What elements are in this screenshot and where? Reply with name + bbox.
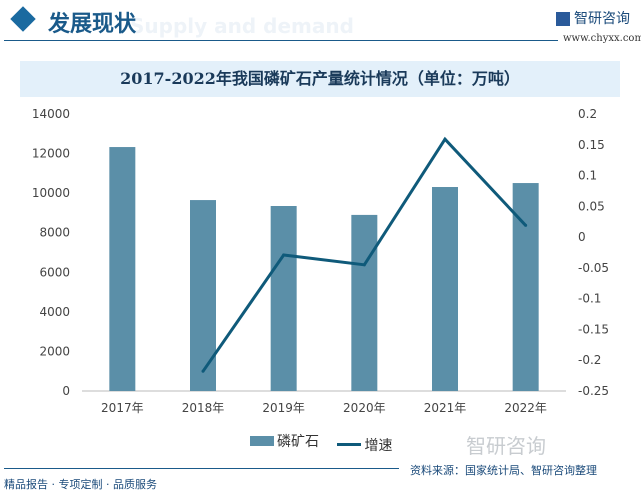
header-bg-text: Supply and demand (130, 14, 354, 38)
line-swatch (337, 443, 362, 446)
x-tick-label: 2019年 (262, 401, 305, 415)
legend-label: 增速 (364, 437, 393, 454)
logo-text: 智研咨询 (574, 11, 630, 27)
bar (190, 200, 216, 391)
y-right-tick-label: -0.25 (578, 384, 609, 398)
bar (432, 187, 458, 391)
section-title: 发展现状 (48, 12, 137, 37)
watermark-logo: 智研咨询 (466, 434, 546, 458)
bar (270, 206, 297, 391)
footer-divider (4, 468, 399, 469)
brand-logo: 智研咨询 (556, 8, 630, 28)
x-tick-label: 2018年 (182, 401, 225, 415)
legend: 磷矿石 增速 (250, 431, 406, 455)
x-tick-label: 2022年 (504, 401, 547, 415)
source-note: 资料来源：国家统计局、智研咨询整理 (410, 464, 597, 477)
chart-title: 2017-2022年我国磷矿石产量统计情况（单位：万吨） (20, 61, 620, 97)
growth-point (282, 253, 286, 257)
logo-icon (556, 12, 570, 26)
legend-line: 增速 (337, 435, 392, 455)
y-left-tick-label: 12000 (32, 147, 70, 161)
x-tick-label: 2017年 (101, 401, 144, 415)
footer-slogan: 精品报告 · 专项定制 · 品质服务 (4, 478, 157, 491)
legend-label: 磷矿石 (277, 434, 319, 450)
y-left-tick-label: 6000 (39, 265, 70, 279)
bar-swatch (250, 436, 274, 446)
site-url: www.chyxx.com (563, 33, 641, 44)
growth-point (201, 369, 205, 373)
y-right-tick-label: 0.05 (578, 199, 605, 213)
y-right-tick-label: -0.05 (578, 261, 609, 275)
y-right-tick-label: 0 (578, 230, 586, 244)
y-left-tick-label: 8000 (39, 226, 70, 240)
y-left-tick-label: 10000 (32, 186, 70, 200)
x-tick-label: 2021年 (424, 401, 467, 415)
y-left-tick-label: 14000 (32, 107, 70, 121)
y-left-tick-label: 4000 (39, 305, 70, 319)
y-right-tick-label: 0.1 (578, 169, 597, 183)
y-left-tick-label: 2000 (39, 344, 70, 358)
growth-point (524, 223, 528, 227)
bar (109, 147, 136, 391)
y-right-tick-label: -0.1 (578, 292, 601, 306)
bar (351, 214, 378, 391)
y-left-tick-label: 0 (62, 384, 70, 398)
legend-bar: 磷矿石 (250, 431, 319, 451)
y-right-tick-label: -0.15 (578, 322, 609, 336)
growth-point (362, 263, 366, 267)
header-divider (4, 40, 558, 41)
growth-point (443, 137, 447, 141)
y-right-tick-label: 0.2 (578, 107, 597, 121)
x-tick-label: 2020年 (343, 401, 386, 415)
y-right-tick-label: -0.2 (578, 353, 601, 367)
y-right-tick-label: 0.15 (578, 138, 605, 152)
